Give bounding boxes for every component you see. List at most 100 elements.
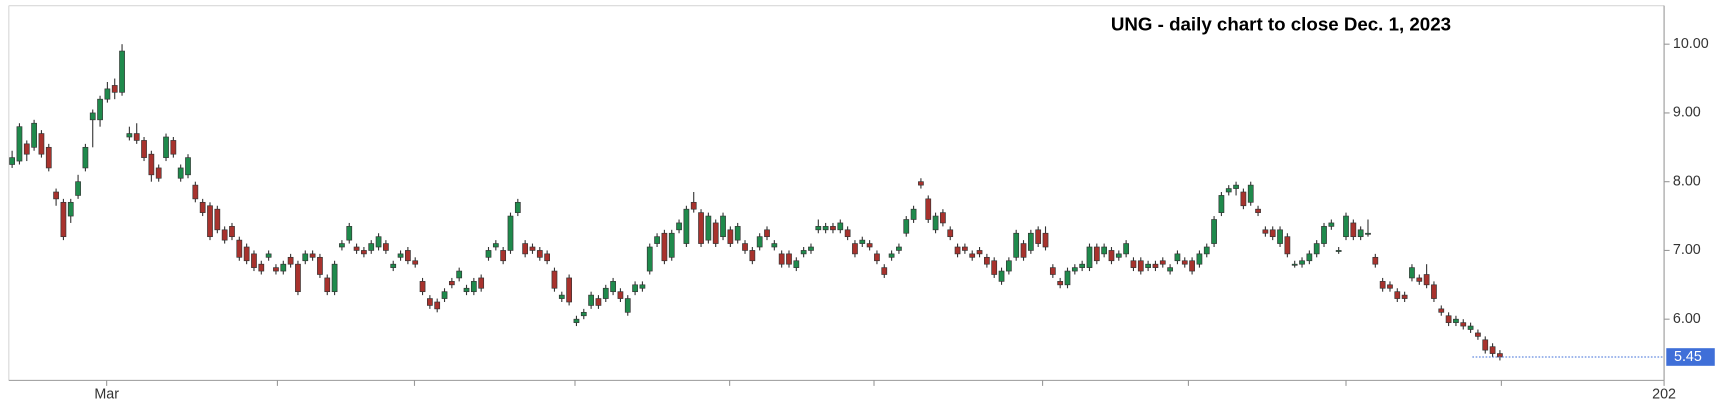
candle-body <box>690 201 697 210</box>
candle-body <box>1196 253 1203 265</box>
candle-body <box>1299 260 1305 265</box>
candle-body <box>940 212 946 224</box>
candle-body <box>529 246 536 251</box>
candle-body <box>346 226 353 241</box>
candle-body <box>624 298 631 313</box>
y-tick-label: 9.00 <box>1673 105 1701 121</box>
candle-body <box>1159 260 1166 265</box>
candle-body <box>353 246 360 251</box>
candle-body <box>925 198 932 220</box>
candle-body <box>712 222 719 244</box>
candle-body <box>1475 332 1481 337</box>
candle-body <box>1335 250 1342 252</box>
candle-body <box>551 270 558 289</box>
candle-body <box>1350 222 1357 238</box>
candle-body <box>800 250 807 255</box>
candle-body <box>236 239 243 258</box>
candle-body <box>1240 191 1247 207</box>
candle-body <box>1306 253 1313 262</box>
y-tick-label: 10.00 <box>1673 36 1709 52</box>
candle-body <box>756 236 763 248</box>
last-price-box <box>1666 348 1715 366</box>
candle-body <box>75 181 81 196</box>
candle-body <box>243 246 250 262</box>
candle-body <box>749 250 756 262</box>
candle-body <box>1409 267 1415 279</box>
candle-body <box>1189 260 1195 272</box>
candle-body <box>1284 236 1291 255</box>
candle-body <box>141 140 147 158</box>
candle-body <box>273 267 279 272</box>
candle-body <box>339 243 345 248</box>
candle-body <box>1365 232 1371 235</box>
candle-body <box>1379 281 1386 289</box>
candle-body <box>1071 267 1078 272</box>
candle-body <box>265 253 272 258</box>
candle-body <box>1042 232 1049 248</box>
candle-body <box>287 256 294 265</box>
candle-body <box>97 98 103 121</box>
candle-body <box>808 246 814 251</box>
candle-body <box>771 243 778 248</box>
candle-body <box>214 208 221 231</box>
candle-body <box>866 243 873 248</box>
candle-body <box>427 298 433 306</box>
candle-body <box>251 253 257 268</box>
candle-body <box>976 250 983 255</box>
candle-body <box>1467 325 1474 330</box>
candle-body <box>456 270 463 279</box>
y-tick-label: 7.00 <box>1673 242 1701 258</box>
candle-body <box>1211 219 1217 244</box>
candle-body <box>199 201 206 213</box>
candle-body <box>1247 184 1254 203</box>
candle-body <box>1181 260 1188 265</box>
candle-body <box>617 291 624 299</box>
candle-body <box>1277 229 1283 244</box>
candle-body <box>661 232 668 262</box>
candle-body <box>984 256 990 265</box>
candle-body <box>23 143 30 155</box>
candle-body <box>1049 267 1056 275</box>
candle-body <box>580 311 587 317</box>
candle-body <box>1027 232 1034 251</box>
candle-body <box>830 226 836 231</box>
candle-body <box>544 253 551 262</box>
candle-body <box>126 133 133 138</box>
last-price-label: 5.45 <box>1674 349 1702 365</box>
candle-body <box>177 167 184 179</box>
candle-body <box>705 215 712 241</box>
candle-body <box>742 243 748 251</box>
candle-body <box>1328 222 1335 227</box>
candle-body <box>60 201 67 238</box>
candle-body <box>1489 346 1496 354</box>
candle-body <box>1108 250 1115 262</box>
candle-body <box>632 284 638 293</box>
candle-body <box>646 246 653 272</box>
candle-body <box>492 243 499 248</box>
candle-body <box>361 250 367 255</box>
candle-body <box>1313 243 1320 255</box>
candle-body <box>1020 243 1027 258</box>
candle-body <box>1174 253 1181 262</box>
candle-body <box>163 136 169 158</box>
candle-body <box>434 301 441 310</box>
candle-body <box>602 287 609 299</box>
candle-body <box>331 263 338 293</box>
candle-body <box>1130 260 1137 268</box>
candle-body <box>155 167 162 179</box>
candle-body <box>1453 318 1459 323</box>
candle-body <box>566 277 572 303</box>
candle-body <box>1321 226 1327 244</box>
candle-body <box>390 263 397 268</box>
candle-body <box>852 243 858 255</box>
candle-body <box>500 250 507 262</box>
candle-body <box>1123 243 1129 255</box>
candle-body <box>536 250 543 258</box>
candle-body <box>793 260 800 268</box>
x-tick-label: 202 <box>1652 386 1676 402</box>
candle-body <box>1482 339 1489 351</box>
candle-body <box>1101 246 1108 255</box>
candle-body <box>896 246 902 251</box>
candle-body <box>639 284 646 289</box>
